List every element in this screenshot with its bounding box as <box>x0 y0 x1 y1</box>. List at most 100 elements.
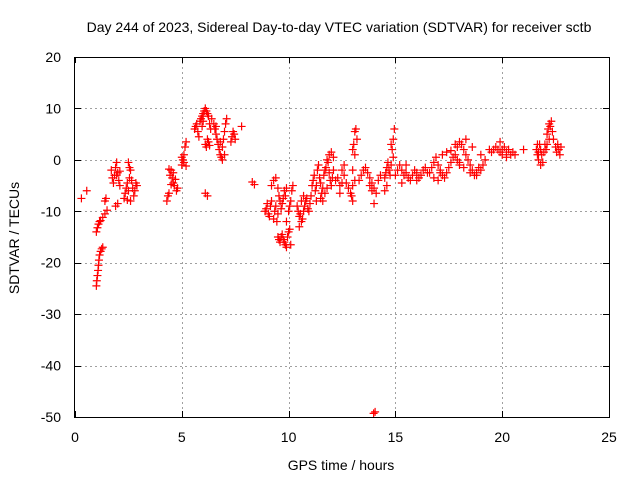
data-point <box>427 163 436 172</box>
data-point <box>111 163 120 172</box>
data-point <box>315 173 324 182</box>
data-point <box>295 222 304 231</box>
data-point <box>273 184 282 193</box>
data-point <box>297 197 306 205</box>
data-point <box>288 181 297 190</box>
data-point <box>348 197 357 205</box>
data-point <box>177 153 186 162</box>
data-point <box>221 119 230 128</box>
data-point <box>444 163 453 172</box>
data-point <box>348 181 357 190</box>
data-point <box>115 167 124 176</box>
data-point <box>327 181 336 190</box>
data-point <box>109 179 118 187</box>
data-point <box>547 117 556 126</box>
data-point <box>169 168 178 177</box>
data-point <box>278 199 287 208</box>
data-point <box>204 137 213 146</box>
data-point <box>125 163 134 172</box>
data-point <box>344 184 353 193</box>
data-point <box>390 125 399 133</box>
data-point <box>324 158 333 167</box>
data-point <box>446 146 455 155</box>
x-tick-label: 15 <box>388 429 404 445</box>
y-tick-label: 10 <box>45 100 61 116</box>
data-point <box>384 166 393 175</box>
data-point <box>230 130 239 139</box>
data-point <box>534 148 543 157</box>
data-point <box>440 173 449 182</box>
x-tick-label: 20 <box>494 429 510 445</box>
data-point <box>397 179 406 187</box>
data-point <box>429 158 438 167</box>
data-point <box>431 153 440 162</box>
data-point <box>132 181 141 190</box>
data-point <box>250 180 259 189</box>
data-point <box>412 176 421 185</box>
data-point <box>103 206 112 215</box>
data-point <box>123 179 132 187</box>
data-point <box>498 150 507 159</box>
data-point <box>536 161 545 169</box>
data-point <box>113 199 122 208</box>
data-point <box>298 215 307 223</box>
data-point <box>95 251 104 259</box>
data-point <box>340 161 349 169</box>
data-point <box>194 132 203 141</box>
data-point <box>329 153 338 162</box>
data-point <box>124 158 133 167</box>
data-point <box>425 168 434 177</box>
data-point <box>402 161 411 169</box>
data-point <box>82 186 91 195</box>
data-point <box>216 137 225 146</box>
data-point <box>286 197 295 205</box>
data-point <box>387 140 396 149</box>
data-point <box>222 114 231 123</box>
data-point <box>211 122 220 131</box>
data-point <box>198 122 207 131</box>
y-tick-label: -20 <box>41 255 61 271</box>
data-point <box>464 155 473 164</box>
data-point <box>220 150 229 159</box>
x-tick-label: 5 <box>178 429 186 445</box>
data-point <box>534 155 543 164</box>
data-point <box>321 163 330 172</box>
data-point <box>285 202 294 211</box>
data-point <box>370 199 379 208</box>
data-point <box>114 176 123 185</box>
data-point <box>476 150 485 159</box>
data-point <box>164 189 173 198</box>
data-point <box>500 143 509 151</box>
y-tick-label: -30 <box>41 306 61 322</box>
data-point <box>374 176 383 185</box>
data-point <box>92 227 101 236</box>
plot-frame <box>74 57 610 418</box>
data-point <box>397 166 406 175</box>
data-point <box>282 243 291 252</box>
data-point <box>286 240 295 249</box>
data-point <box>310 171 319 180</box>
data-point <box>309 176 318 185</box>
data-point <box>167 180 176 189</box>
data-point <box>314 161 323 169</box>
data-point <box>98 243 107 252</box>
data-point <box>325 168 334 177</box>
data-point <box>365 181 374 190</box>
data-point <box>461 135 470 144</box>
data-point <box>355 176 364 185</box>
data-point <box>94 256 103 265</box>
data-point <box>100 209 109 218</box>
data-point <box>272 217 281 226</box>
data-point <box>218 143 227 151</box>
data-point <box>267 181 276 190</box>
data-point <box>305 199 314 208</box>
data-point <box>466 168 475 177</box>
data-point <box>442 148 451 157</box>
data-point <box>511 150 520 159</box>
data-point <box>434 176 443 185</box>
data-point <box>380 186 389 195</box>
data-point <box>320 189 329 198</box>
data-point <box>408 171 417 180</box>
y-tick-label: 20 <box>45 49 61 65</box>
